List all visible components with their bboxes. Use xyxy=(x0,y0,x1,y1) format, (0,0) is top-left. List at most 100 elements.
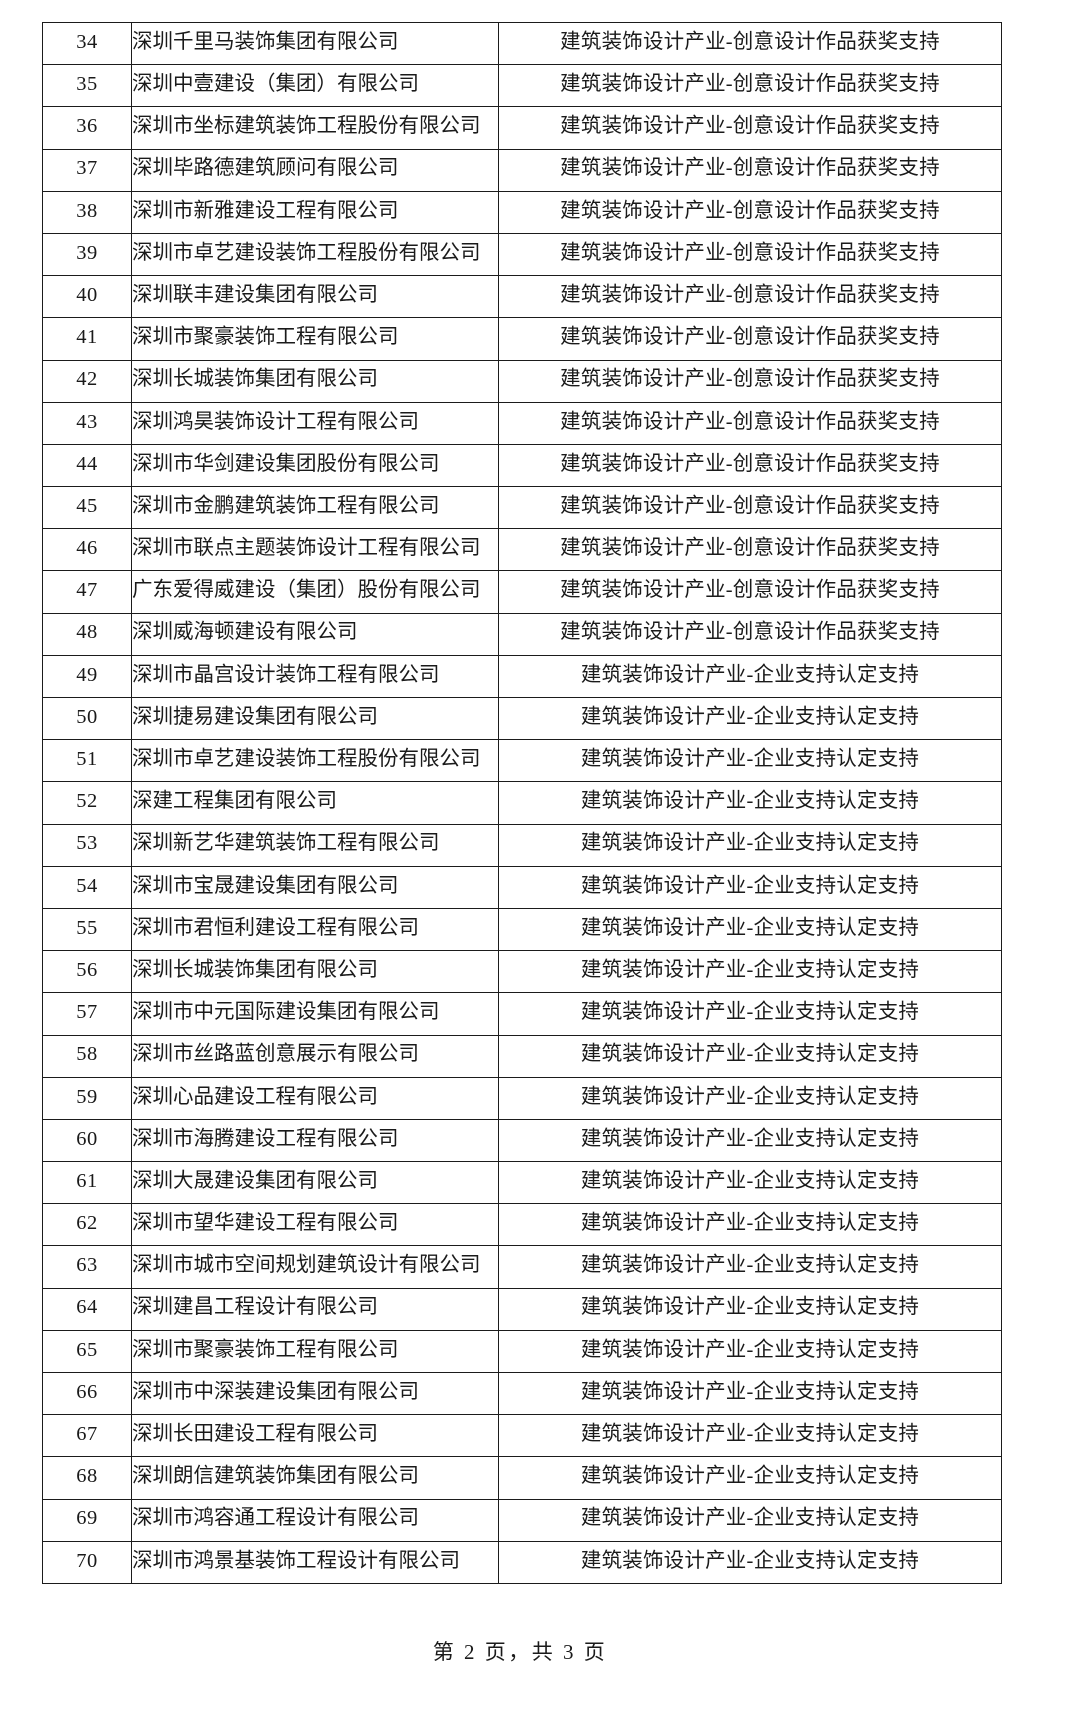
company-name-cell: 深圳毕路德建筑顾问有限公司 xyxy=(131,148,499,192)
table-row: 45 深圳市金鹏建筑装饰工程有限公司 建筑装饰设计产业-创意设计作品获奖支持 xyxy=(42,486,1002,530)
support-category-cell: 建筑装饰设计产业-企业支持认定支持 xyxy=(498,1287,1002,1331)
support-category-cell: 建筑装饰设计产业-创意设计作品获奖支持 xyxy=(498,148,1002,192)
support-category-cell: 建筑装饰设计产业-企业支持认定支持 xyxy=(498,1540,1002,1584)
support-category-cell: 建筑装饰设计产业-企业支持认定支持 xyxy=(498,1414,1002,1458)
row-index-cell: 61 xyxy=(42,1161,132,1205)
table-row: 63 深圳市城市空间规划建筑设计有限公司 建筑装饰设计产业-企业支持认定支持 xyxy=(42,1245,1002,1289)
table-row: 65 深圳市聚豪装饰工程有限公司 建筑装饰设计产业-企业支持认定支持 xyxy=(42,1329,1002,1374)
table-row: 57 深圳市中元国际建设集团有限公司 建筑装饰设计产业-企业支持认定支持 xyxy=(42,992,1002,1036)
support-category-cell: 建筑装饰设计产业-企业支持认定支持 xyxy=(498,1034,1002,1078)
company-name-cell: 深圳长城装饰集团有限公司 xyxy=(131,950,499,994)
row-index-cell: 53 xyxy=(42,823,132,867)
row-index-cell: 57 xyxy=(42,992,132,1036)
support-category-cell: 建筑装饰设计产业-创意设计作品获奖支持 xyxy=(498,317,1002,361)
support-category-cell: 建筑装饰设计产业-企业支持认定支持 xyxy=(498,823,1002,867)
support-category-cell: 建筑装饰设计产业-创意设计作品获奖支持 xyxy=(498,106,1002,150)
table-row: 53 深圳新艺华建筑装饰工程有限公司 建筑装饰设计产业-企业支持认定支持 xyxy=(42,823,1002,867)
row-index-cell: 45 xyxy=(42,486,132,530)
company-name-cell: 深圳心品建设工程有限公司 xyxy=(131,1076,499,1120)
support-category-cell: 建筑装饰设计产业-创意设计作品获奖支持 xyxy=(498,486,1002,530)
company-name-cell: 深圳市聚豪装饰工程有限公司 xyxy=(131,317,499,361)
support-category-cell: 建筑装饰设计产业-创意设计作品获奖支持 xyxy=(498,570,1002,614)
table-row: 42 深圳长城装饰集团有限公司 建筑装饰设计产业-创意设计作品获奖支持 xyxy=(42,359,1002,403)
table-row: 48 深圳威海顿建设有限公司 建筑装饰设计产业-创意设计作品获奖支持 xyxy=(42,612,1002,656)
row-index-cell: 51 xyxy=(42,739,132,783)
row-index-cell: 40 xyxy=(42,275,132,319)
table-row: 70 深圳市鸿景基装饰工程设计有限公司 建筑装饰设计产业-企业支持认定支持 xyxy=(42,1540,1002,1584)
table-row: 62 深圳市望华建设工程有限公司 建筑装饰设计产业-企业支持认定支持 xyxy=(42,1203,1002,1247)
company-name-cell: 深圳市海腾建设工程有限公司 xyxy=(131,1118,499,1163)
support-category-cell: 建筑装饰设计产业-创意设计作品获奖支持 xyxy=(498,612,1002,656)
row-index-cell: 66 xyxy=(42,1371,132,1416)
table-row: 35 深圳中壹建设（集团）有限公司 建筑装饰设计产业-创意设计作品获奖支持 xyxy=(42,64,1002,108)
support-category-cell: 建筑装饰设计产业-企业支持认定支持 xyxy=(498,865,1002,909)
row-index-cell: 43 xyxy=(42,401,132,445)
table-row: 41 深圳市聚豪装饰工程有限公司 建筑装饰设计产业-创意设计作品获奖支持 xyxy=(42,317,1002,361)
row-index-cell: 69 xyxy=(42,1498,132,1542)
support-category-cell: 建筑装饰设计产业-企业支持认定支持 xyxy=(498,696,1002,741)
table-row: 55 深圳市君恒利建设工程有限公司 建筑装饰设计产业-企业支持认定支持 xyxy=(42,907,1002,952)
support-category-cell: 建筑装饰设计产业-创意设计作品获奖支持 xyxy=(498,232,1002,277)
table-row: 38 深圳市新雅建设工程有限公司 建筑装饰设计产业-创意设计作品获奖支持 xyxy=(42,190,1002,234)
company-name-cell: 深圳市华剑建设集团股份有限公司 xyxy=(131,443,499,488)
row-index-cell: 34 xyxy=(42,21,132,66)
company-name-cell: 深圳长城装饰集团有限公司 xyxy=(131,359,499,403)
company-name-cell: 深圳市中元国际建设集团有限公司 xyxy=(131,992,499,1036)
support-category-cell: 建筑装饰设计产业-企业支持认定支持 xyxy=(498,739,1002,783)
support-category-cell: 建筑装饰设计产业-创意设计作品获奖支持 xyxy=(498,64,1002,108)
table-row: 49 深圳市晶宫设计装饰工程有限公司 建筑装饰设计产业-企业支持认定支持 xyxy=(42,654,1002,699)
company-name-cell: 深圳长田建设工程有限公司 xyxy=(131,1414,499,1458)
support-category-cell: 建筑装饰设计产业-企业支持认定支持 xyxy=(498,950,1002,994)
row-index-cell: 54 xyxy=(42,865,132,909)
row-index-cell: 50 xyxy=(42,696,132,741)
support-category-cell: 建筑装饰设计产业-企业支持认定支持 xyxy=(498,781,1002,825)
company-name-cell: 深圳市卓艺建设装饰工程股份有限公司 xyxy=(131,739,499,783)
table-row: 34 深圳千里马装饰集团有限公司 建筑装饰设计产业-创意设计作品获奖支持 xyxy=(42,21,1002,66)
row-index-cell: 49 xyxy=(42,654,132,699)
row-index-cell: 46 xyxy=(42,528,132,572)
support-category-cell: 建筑装饰设计产业-创意设计作品获奖支持 xyxy=(498,190,1002,234)
support-category-cell: 建筑装饰设计产业-企业支持认定支持 xyxy=(498,992,1002,1036)
company-name-cell: 深圳市金鹏建筑装饰工程有限公司 xyxy=(131,486,499,530)
row-index-cell: 67 xyxy=(42,1414,132,1458)
company-name-cell: 深圳市鸿景基装饰工程设计有限公司 xyxy=(131,1540,499,1584)
company-name-cell: 深圳市城市空间规划建筑设计有限公司 xyxy=(131,1245,499,1289)
company-name-cell: 深建工程集团有限公司 xyxy=(131,781,499,825)
table-row: 67 深圳长田建设工程有限公司 建筑装饰设计产业-企业支持认定支持 xyxy=(42,1414,1002,1458)
support-category-cell: 建筑装饰设计产业-企业支持认定支持 xyxy=(498,1371,1002,1416)
row-index-cell: 52 xyxy=(42,781,132,825)
row-index-cell: 65 xyxy=(42,1329,132,1374)
support-category-cell: 建筑装饰设计产业-企业支持认定支持 xyxy=(498,1161,1002,1205)
company-name-cell: 广东爱得威建设（集团）股份有限公司 xyxy=(131,570,499,614)
page-footer: 第 2 页，共 3 页 xyxy=(432,1640,608,1664)
company-name-cell: 深圳市晶宫设计装饰工程有限公司 xyxy=(131,654,499,699)
company-name-cell: 深圳市坐标建筑装饰工程股份有限公司 xyxy=(131,106,499,150)
support-category-cell: 建筑装饰设计产业-创意设计作品获奖支持 xyxy=(498,528,1002,572)
table-body: 34 深圳千里马装饰集团有限公司 建筑装饰设计产业-创意设计作品获奖支持 35 深圳中壹… xyxy=(42,21,1002,1584)
row-index-cell: 47 xyxy=(42,570,132,614)
company-name-cell: 深圳市联点主题装饰设计工程有限公司 xyxy=(131,528,499,572)
table-row: 64 深圳建昌工程设计有限公司 建筑装饰设计产业-企业支持认定支持 xyxy=(42,1287,1002,1331)
table-row: 56 深圳长城装饰集团有限公司 建筑装饰设计产业-企业支持认定支持 xyxy=(42,950,1002,994)
company-name-cell: 深圳市鸿容通工程设计有限公司 xyxy=(131,1498,499,1542)
company-name-cell: 深圳千里马装饰集团有限公司 xyxy=(131,21,499,66)
table-row: 40 深圳联丰建设集团有限公司 建筑装饰设计产业-创意设计作品获奖支持 xyxy=(42,275,1002,319)
page-spacer xyxy=(42,1584,1038,1636)
company-name-cell: 深圳市卓艺建设装饰工程股份有限公司 xyxy=(131,232,499,277)
table-row: 66 深圳市中深装建设集团有限公司 建筑装饰设计产业-企业支持认定支持 xyxy=(42,1371,1002,1416)
company-name-cell: 深圳市聚豪装饰工程有限公司 xyxy=(131,1329,499,1374)
row-index-cell: 48 xyxy=(42,612,132,656)
company-name-cell: 深圳捷易建设集团有限公司 xyxy=(131,696,499,741)
company-name-cell: 深圳联丰建设集团有限公司 xyxy=(131,275,499,319)
company-name-cell: 深圳威海顿建设有限公司 xyxy=(131,612,499,656)
row-index-cell: 62 xyxy=(42,1203,132,1247)
row-index-cell: 35 xyxy=(42,64,132,108)
company-name-cell: 深圳朗信建筑装饰集团有限公司 xyxy=(131,1456,499,1500)
row-index-cell: 63 xyxy=(42,1245,132,1289)
support-category-cell: 建筑装饰设计产业-企业支持认定支持 xyxy=(498,1329,1002,1374)
company-name-cell: 深圳市中深装建设集团有限公司 xyxy=(131,1371,499,1416)
company-name-cell: 深圳市望华建设工程有限公司 xyxy=(131,1203,499,1247)
table-row: 47 广东爱得威建设（集团）股份有限公司 建筑装饰设计产业-创意设计作品获奖支持 xyxy=(42,570,1002,614)
table-row: 50 深圳捷易建设集团有限公司 建筑装饰设计产业-企业支持认定支持 xyxy=(42,696,1002,741)
company-name-cell: 深圳鸿昊装饰设计工程有限公司 xyxy=(131,401,499,445)
